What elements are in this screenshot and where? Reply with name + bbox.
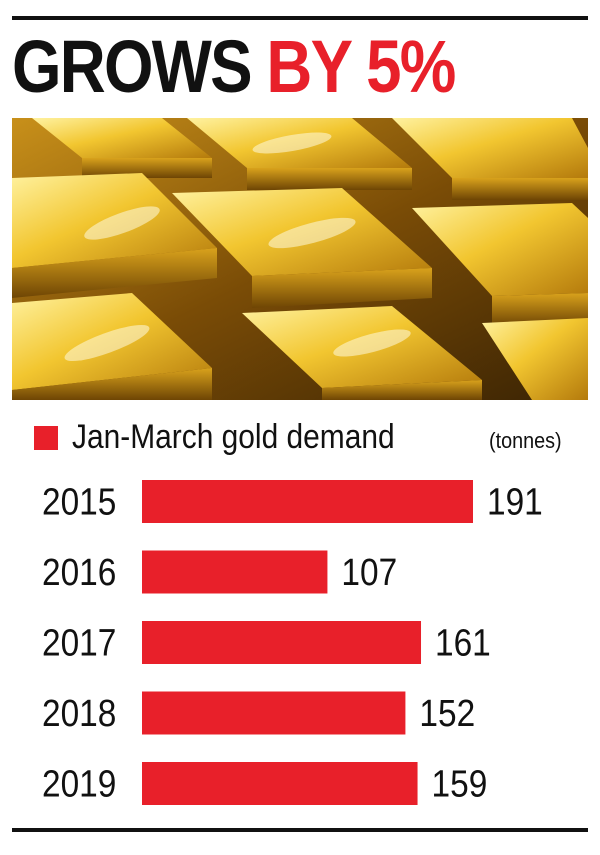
category-label-2016: 2016 <box>42 551 116 593</box>
category-label-2018: 2018 <box>42 692 116 734</box>
value-label-2017: 161 <box>435 622 491 664</box>
bar-2018 <box>142 691 406 735</box>
value-label-2019: 159 <box>432 763 488 805</box>
bottom-rule <box>12 828 588 832</box>
legend-unit: (tonnes) <box>489 428 562 453</box>
category-label-2017: 2017 <box>42 622 116 664</box>
category-label-2019: 2019 <box>42 763 116 805</box>
category-label-2015: 2015 <box>42 481 116 523</box>
legend: Jan-March gold demand (tonnes) <box>34 418 562 457</box>
value-label-2018: 152 <box>419 692 475 734</box>
bar-chart: 2015 191 2016 107 2017 161 2018 152 2019 159 <box>42 480 543 805</box>
headline-part-1: GROWS <box>12 25 253 108</box>
legend-swatch <box>34 425 58 450</box>
value-label-2015: 191 <box>487 481 543 523</box>
headline: GROWS BY 5% <box>12 30 456 104</box>
headline-part-2: BY 5% <box>266 25 456 108</box>
bar-2017 <box>142 621 422 664</box>
value-label-2016: 107 <box>341 551 397 593</box>
top-rule <box>12 16 588 20</box>
gold-bars-photo <box>12 118 588 400</box>
bar-2015 <box>142 480 473 523</box>
bar-2019 <box>142 762 418 805</box>
bar-2016 <box>142 550 328 594</box>
legend-label: Jan-March gold demand <box>72 418 395 456</box>
